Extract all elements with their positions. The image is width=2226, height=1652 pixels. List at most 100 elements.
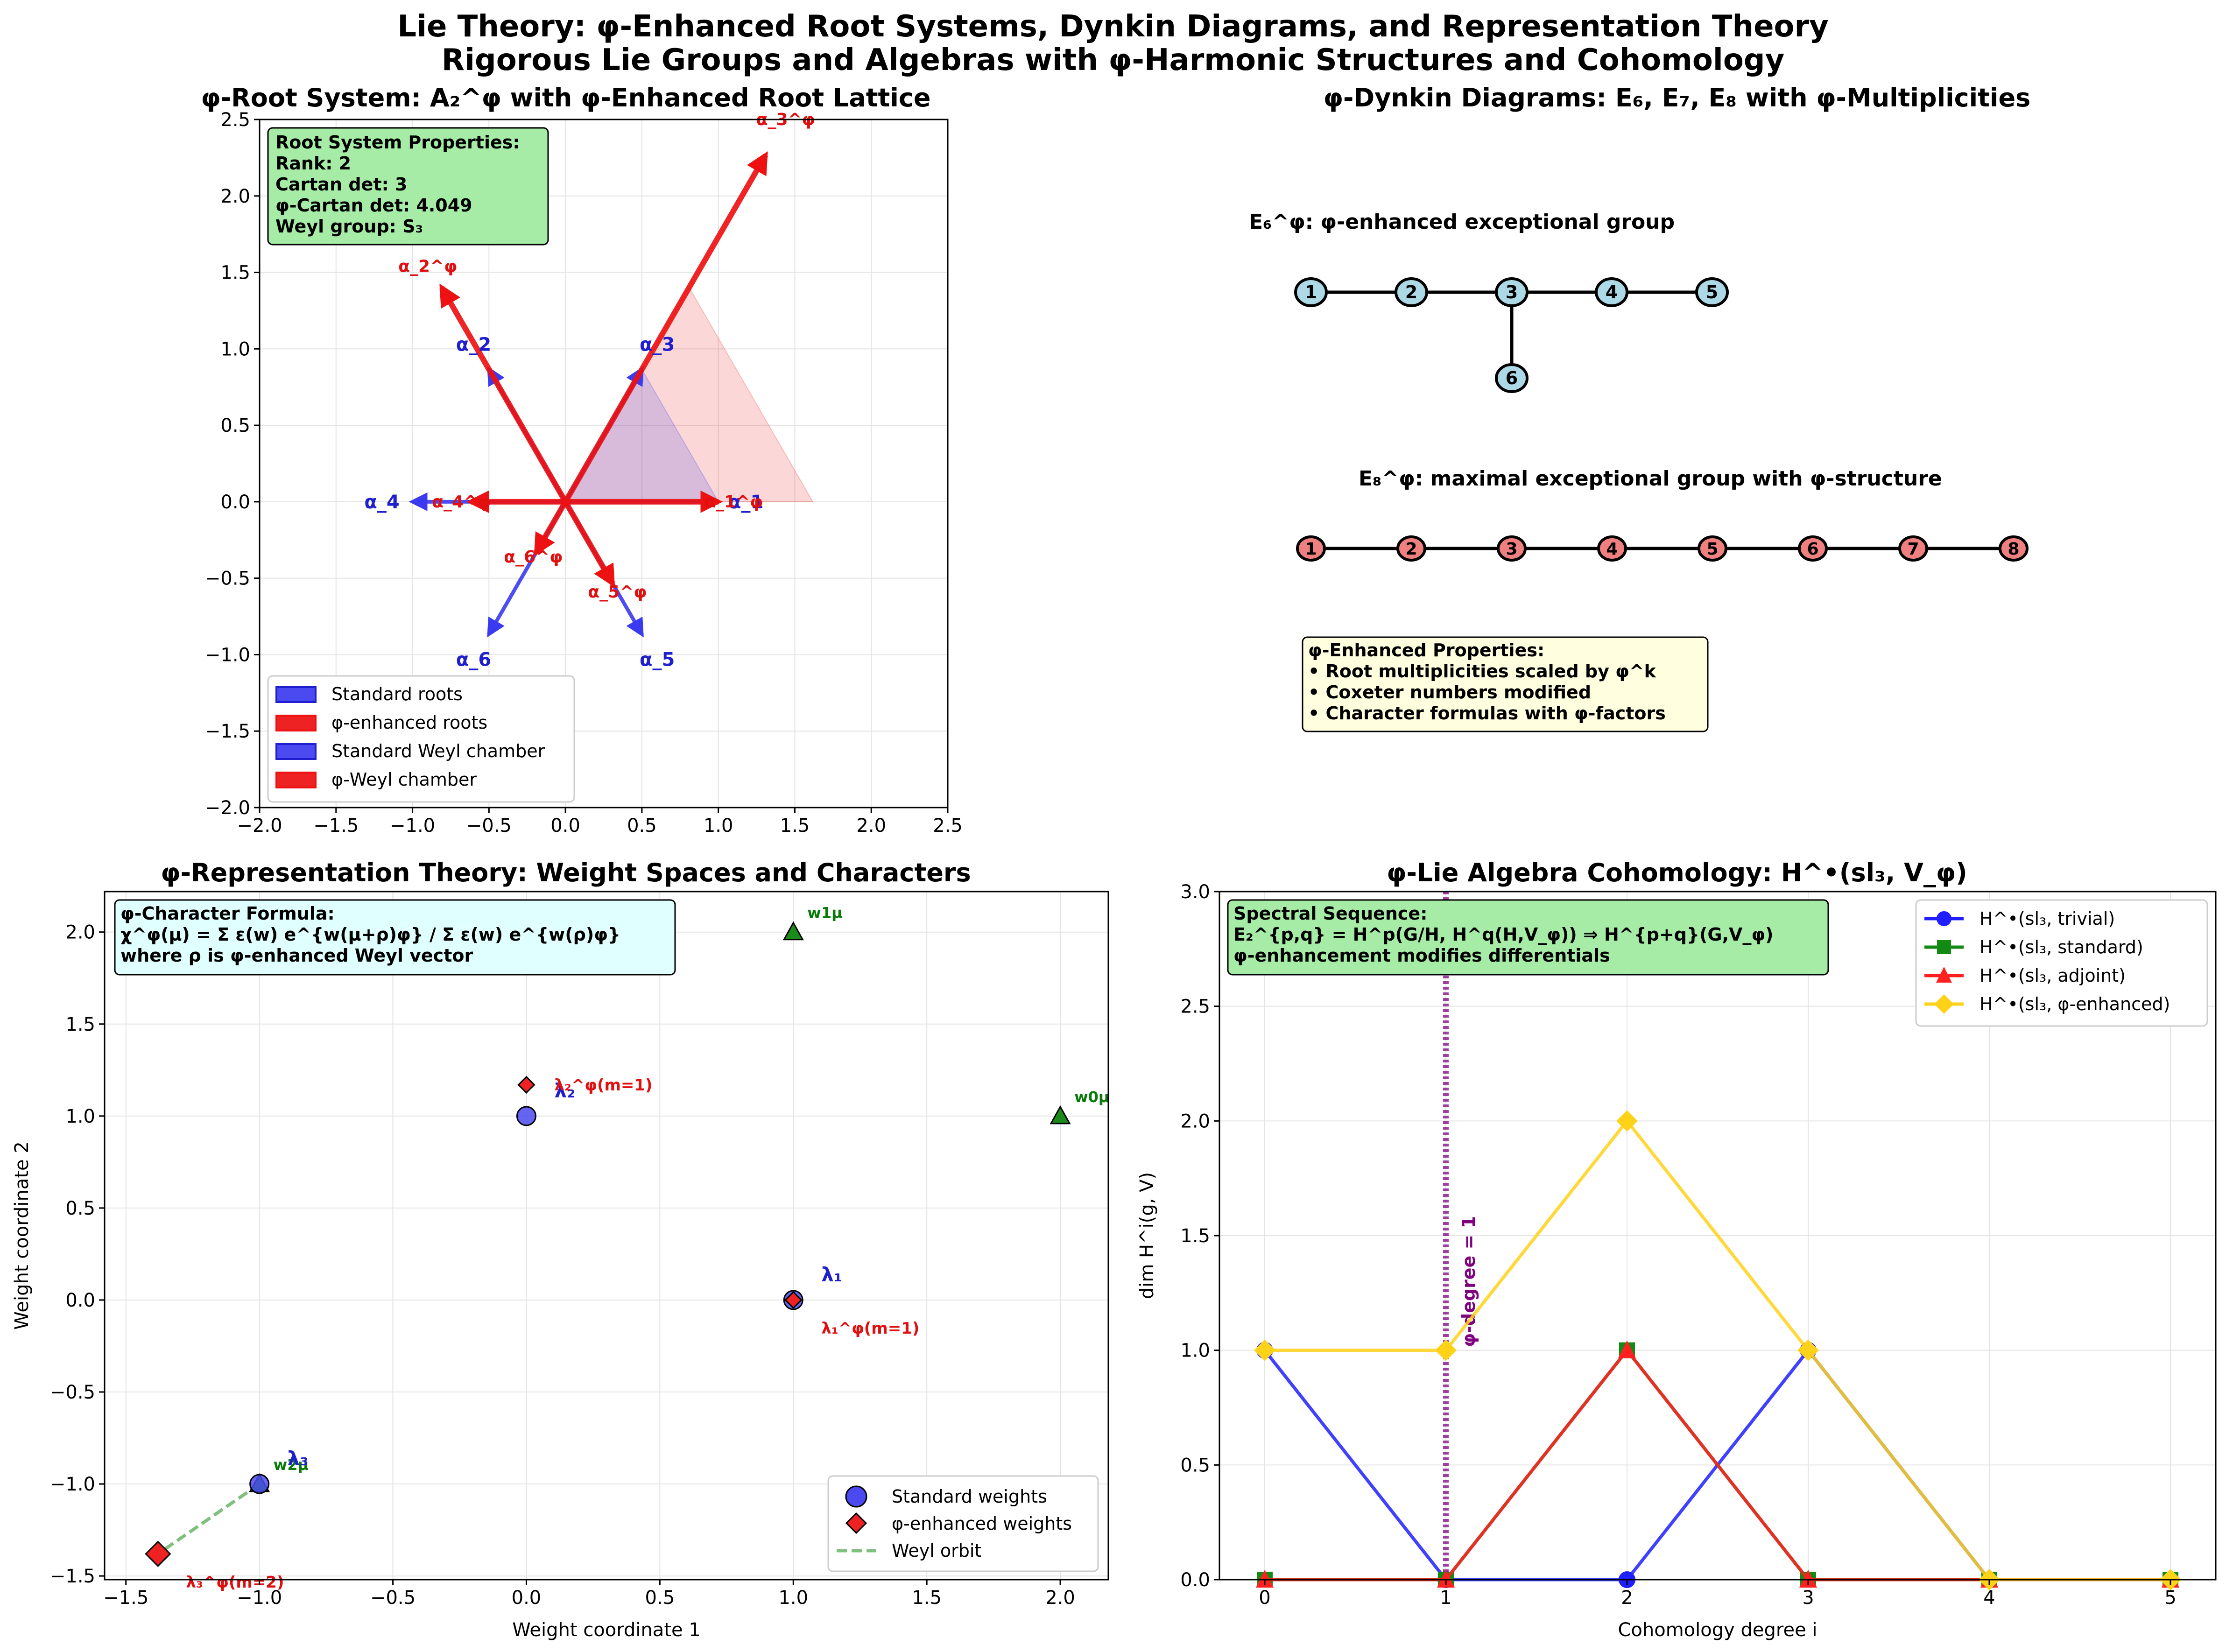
e8-node [1798,535,1828,562]
e6-diagram: 1 2 3 4 5 6 [1294,277,1729,393]
e8-node-label: 8 [2008,540,2019,559]
data-point [1799,1570,1817,1588]
x-tick-label: 1.0 [778,1587,808,1609]
y-tick-label: 2.5 [1180,996,1210,1018]
e8-node-label: 1 [1305,540,1317,559]
x-tick-label: 2.0 [1045,1587,1075,1609]
root-properties-line: Root System Properties: [275,132,520,153]
legend-label: H^•(sl₃, trivial) [1979,908,2115,929]
root-properties-box: Root System Properties: Rank: 2 Cartan d… [267,127,549,246]
weights-plot-frame [104,891,1109,1581]
dynkin-panel: φ-Dynkin Diagrams: E₆, E₇, E₈ with φ-Mul… [1249,83,2031,732]
data-point [1797,1339,1819,1361]
weights-ylabel: Weight coordinate 2 [11,1141,33,1330]
cohomology-legend: H^•(sl₃, trivial) H^•(sl₃, standard) H^•(s… [1915,899,2208,1027]
y-tick-label: −0.5 [50,1382,95,1403]
cohomology-ylabel: dim H^i(g, V) [1136,1172,1158,1299]
x-tick-label: 2.5 [933,815,963,837]
phi-weight-label: λ₃^φ(m=2) [186,1573,284,1592]
e8-node-label: 3 [1506,540,1517,559]
e8-node-label: 7 [1907,540,1919,559]
e8-node [1698,535,1727,562]
phi-root-arrow [563,500,615,588]
e6-node-label: 3 [1506,282,1518,302]
y-tick-label: 2.0 [1180,1111,1210,1132]
data-point [1618,1340,1636,1358]
y-tick-label: −1.5 [50,1566,95,1587]
spectral-line: φ-enhancement modifies differentials [1233,945,1610,966]
e6-node-label: 4 [1606,282,1618,302]
data-point [1616,1110,1638,1132]
legend-label: Standard roots [331,684,463,704]
phi-properties-line: • Root multiplicities scaled by φ^k [1308,661,1656,682]
x-tick-label: 0 [1259,1587,1270,1609]
character-formula-box: φ-Character Formula: χ^φ(μ) = Σ ε(w) e^{… [114,899,676,976]
legend-label: H^•(sl₃, adjoint) [1979,965,2126,986]
e6-node [1395,277,1428,307]
phi-properties-line: • Character formulas with φ-factors [1308,703,1666,724]
data-point [1256,1570,1274,1588]
phi-weight-label: λ₂^φ(m=1) [554,1076,652,1095]
e6-node-label: 1 [1305,282,1317,302]
x-tick-label: −1.0 [237,1587,282,1609]
standard-weight-label: λ₁ [821,1263,842,1286]
x-tick-label: 1.5 [780,815,810,837]
legend-marker-phi-weights [845,1512,867,1534]
data-point [1937,911,1951,926]
legend-label: φ-enhanced weights [892,1513,1072,1534]
weyl-orbit-label: w1μ [807,904,842,922]
weyl-chambers [564,286,814,502]
weights-grid [105,892,1108,1580]
spectral-line: Spectral Sequence: [1233,903,1427,924]
root-system-plot-frame [259,119,949,808]
x-tick-label: 1.0 [704,815,733,837]
y-tick-label: 1.0 [65,1106,95,1127]
phi-weight-point [517,1076,535,1094]
x-tick-label: −0.5 [370,1587,416,1609]
e6-node-label: 6 [1506,368,1518,388]
e6-node-label: 5 [1706,282,1718,302]
root-system-legend: Standard roots φ-enhanced roots Standard… [267,675,575,803]
dynkin-title: φ-Dynkin Diagrams: E₆, E₇, E₈ with φ-Mul… [1324,83,2031,112]
root-properties-line: Cartan det: 3 [275,174,407,195]
x-tick-label: 4 [1983,1587,1995,1609]
legend-label: Standard Weyl chamber [331,741,545,761]
phi-root-label: α_1^φ [704,492,763,512]
x-tick-label: 3 [1802,1587,1814,1609]
cohomology-panel: φ-Lie Algebra Cohomology: H^•(sl₃, V_φ) … [1136,858,2217,1641]
cohomology-title: φ-Lie Algebra Cohomology: H^•(sl₃, V_φ) [1387,858,1967,887]
weyl-orbit-label: w0μ [1074,1088,1109,1106]
weyl-orbit-line [157,1483,261,1555]
y-tick-label: 0.0 [1180,1569,1210,1591]
y-tick-label: 1.5 [1180,1225,1210,1247]
data-point [1937,940,1951,954]
legend-swatch-standard-chamber [275,743,317,760]
y-tick-label: −2.0 [205,797,250,819]
x-tick-label: −2.0 [237,815,282,837]
phi-properties-line: φ-Enhanced Properties: [1308,640,1544,661]
e8-node [1396,535,1426,562]
standard-root-label: α_6 [456,649,491,670]
e8-diagram: 1 2 3 4 5 6 7 8 [1296,535,2029,562]
legend-swatch-phi-roots [275,715,317,731]
x-tick-label: 0.0 [550,815,580,837]
e6-label: E₆^φ: φ-enhanced exceptional group [1249,210,1675,234]
figure-subtitle: Rigorous Lie Groups and Algebras with φ-… [442,43,1785,77]
spectral-line: E₂^{p,q} = H^p(G/H, H^q(H,V_φ)) ⇒ H^{p+q… [1233,924,1774,945]
y-tick-label: 0.0 [220,492,250,513]
standard-weight-label: λ₃ [288,1447,309,1470]
root-properties-line: Rank: 2 [275,153,351,174]
phi-weight-point [145,1540,171,1567]
y-tick-label: −0.5 [205,568,250,590]
weyl-orbit-point [782,921,804,941]
cohomology-xlabel: Cohomology degree i [1618,1619,1817,1641]
weyl-orbit-label: w2μ [274,1456,309,1474]
e8-node [1999,535,2029,562]
weights-panel: φ-Representation Theory: Weight Spaces a… [11,858,1109,1641]
data-point [1435,1339,1457,1361]
x-tick-label: −1.0 [390,815,435,837]
x-tick-label: 2.0 [856,815,886,837]
legend-swatch-phi-chamber [275,772,317,788]
legend-swatch-standard-roots [275,686,317,703]
